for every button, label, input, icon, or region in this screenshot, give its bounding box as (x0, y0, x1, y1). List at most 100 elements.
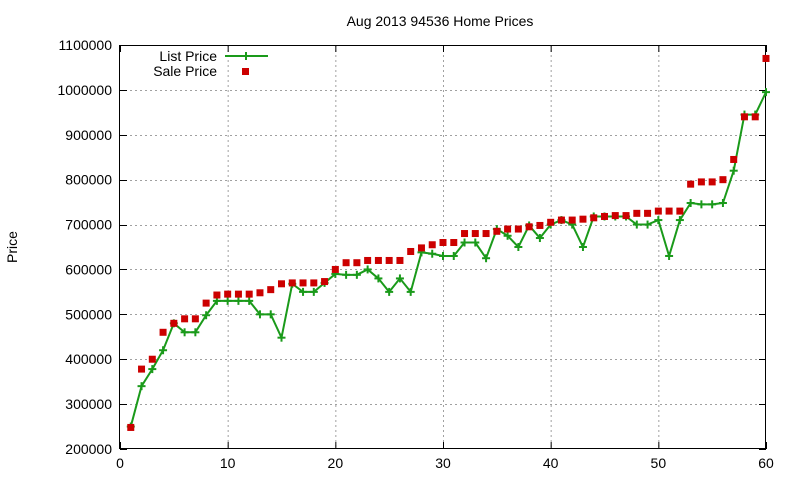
y-tick-label: 1100000 (59, 37, 113, 53)
list-price-point (245, 296, 254, 305)
sale-price-point (353, 259, 361, 267)
list-price-point (503, 231, 512, 240)
y-tick-label: 1000000 (57, 82, 112, 98)
list-price-point (363, 265, 372, 274)
sale-price-point (676, 207, 684, 215)
axis-ticks: 0 10 20 30 40 50 60 200000 300000 400000 500000 600… (57, 37, 774, 471)
sale-price-point (396, 256, 404, 264)
list-price-point (708, 200, 717, 209)
x-tick-label: 60 (758, 455, 774, 471)
sale-price-point (514, 225, 522, 233)
sale-price-point (138, 365, 146, 373)
sale-price-point (547, 218, 555, 226)
list-price-point (654, 216, 663, 225)
list-price-point (137, 382, 146, 391)
sale-price-point (622, 212, 630, 220)
sale-price-point (708, 178, 716, 186)
list-price-point (309, 287, 318, 296)
x-tick-label: 20 (328, 455, 344, 471)
sale-price-point (633, 209, 641, 217)
y-tick-label: 200000 (65, 441, 112, 457)
legend: List Price Sale Price (153, 48, 268, 79)
sale-price-point (331, 265, 339, 273)
list-price-point (223, 296, 232, 305)
sale-price-point (471, 230, 479, 238)
list-price-point (632, 220, 641, 229)
list-price-point (148, 365, 157, 374)
list-price-point (578, 243, 587, 251)
sale-price-point (568, 216, 576, 224)
sale-price-point (751, 113, 759, 121)
list-price-point (277, 333, 286, 342)
list-price-point (665, 251, 674, 260)
sale-price-point (665, 207, 673, 215)
sale-price-point (428, 241, 436, 249)
sale-price-point (170, 319, 178, 327)
sale-price-point (493, 227, 501, 235)
list-price-point (460, 238, 469, 247)
sale-price-point (224, 290, 232, 298)
sale-price-point (461, 230, 469, 238)
sale-price-point (288, 279, 296, 287)
list-price-point (471, 238, 480, 247)
y-tick-label: 300000 (65, 396, 112, 412)
sale-price-point (342, 259, 350, 267)
sale-price-point (762, 54, 770, 62)
y-tick-label: 700000 (65, 217, 112, 233)
list-price-point (159, 346, 168, 355)
x-tick-label: 10 (220, 455, 236, 471)
sale-price-point (310, 279, 318, 287)
grid-lines (120, 45, 766, 449)
sale-price-point (579, 215, 587, 223)
y-axis-title: Price (4, 231, 20, 263)
sale-price-point (417, 244, 425, 252)
x-tick-label: 40 (543, 455, 559, 471)
legend-marker-sale-price (242, 68, 249, 75)
sale-price-point (159, 328, 167, 336)
x-tick-label: 0 (116, 455, 124, 471)
y-tick-label: 500000 (65, 306, 112, 322)
list-price-point (643, 220, 652, 229)
list-price-point (729, 166, 738, 175)
sale-price-point (697, 178, 705, 186)
sale-price-point (504, 225, 512, 233)
sale-price-point (364, 256, 372, 264)
list-price-point (697, 200, 706, 209)
sale-price-point (245, 290, 253, 298)
sale-price-point (644, 209, 652, 217)
list-price-point (395, 274, 404, 283)
y-tick-label: 800000 (65, 172, 112, 188)
sale-price-point (601, 212, 608, 220)
list-price-point (385, 287, 394, 296)
legend-marker-list-price (242, 52, 250, 60)
x-tick-label: 30 (435, 455, 451, 471)
list-price-point (762, 88, 770, 97)
sale-price-point (557, 216, 565, 224)
legend-label-sale-price: Sale Price (153, 63, 217, 79)
list-price-point (406, 287, 415, 296)
list-price-point (202, 311, 211, 320)
y-tick-label: 600000 (65, 261, 112, 277)
list-price-point (718, 199, 727, 208)
sale-price-point (719, 176, 727, 184)
sale-price-point (202, 299, 210, 307)
list-price-point (482, 254, 491, 263)
sale-price-point (267, 286, 275, 294)
sale-price-point (654, 207, 662, 215)
series-marks (126, 54, 770, 431)
sale-price-point (687, 180, 695, 188)
sale-price-point (299, 279, 307, 287)
sale-price-point (730, 155, 738, 163)
list-price-point (439, 251, 447, 260)
sale-price-point (450, 239, 458, 247)
list-price-point (428, 249, 437, 258)
sale-price-point (256, 289, 264, 297)
list-price-point (266, 310, 275, 319)
list-price-point (514, 243, 523, 251)
sale-price-point (127, 423, 135, 431)
sale-price-point (482, 230, 490, 238)
sale-price-point (148, 355, 156, 363)
list-price-point (342, 270, 351, 279)
plot-frame (119, 45, 766, 449)
